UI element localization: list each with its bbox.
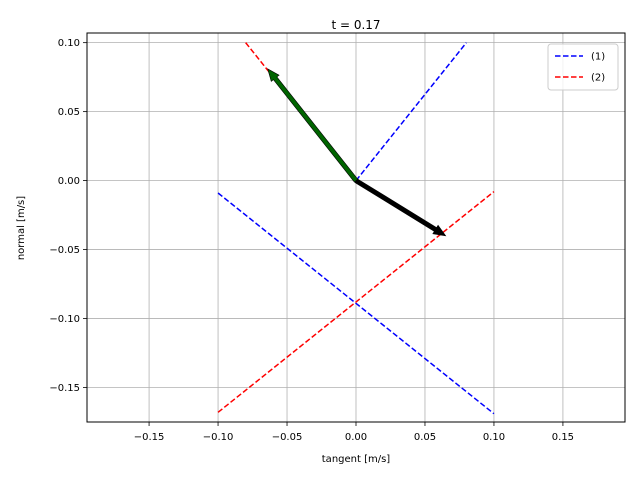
grid xyxy=(87,33,625,422)
x-tick-label: −0.05 xyxy=(272,432,303,443)
vector-arrow-1 xyxy=(354,178,447,237)
y-tick-label: −0.05 xyxy=(49,245,80,256)
x-tick-label: 0.15 xyxy=(552,432,574,443)
chart-title: t = 0.17 xyxy=(331,18,380,32)
y-tick-label: −0.10 xyxy=(49,314,80,325)
y-axis-label: normal [m/s] xyxy=(16,196,27,260)
series-line-2 xyxy=(217,191,495,413)
y-tick-label: 0.00 xyxy=(58,176,80,187)
ticks: −0.15 −0.10 −0.05 0.00 0.05 0.10 0.15 0.10 0.05 0… xyxy=(49,38,574,443)
series-line-1 xyxy=(355,42,467,182)
legend: (1) (2) xyxy=(547,43,619,91)
y-tick-label: −0.15 xyxy=(49,383,80,394)
vector-arrow-2 xyxy=(267,68,359,183)
x-tick-label: 0.05 xyxy=(414,432,436,443)
x-tick-label: 0.10 xyxy=(483,432,505,443)
arrow-layer xyxy=(267,68,447,237)
legend-box xyxy=(547,43,619,91)
legend-label: (1) xyxy=(591,52,605,63)
legend-label: (2) xyxy=(591,73,605,84)
y-tick-label: 0.05 xyxy=(58,107,80,118)
x-tick-label: −0.15 xyxy=(134,432,165,443)
x-tick-label: 0.00 xyxy=(345,432,367,443)
series-line-1 xyxy=(217,192,495,415)
x-axis-label: tangent [m/s] xyxy=(322,454,391,465)
y-tick-label: 0.10 xyxy=(58,38,80,49)
x-tick-label: −0.10 xyxy=(203,432,234,443)
